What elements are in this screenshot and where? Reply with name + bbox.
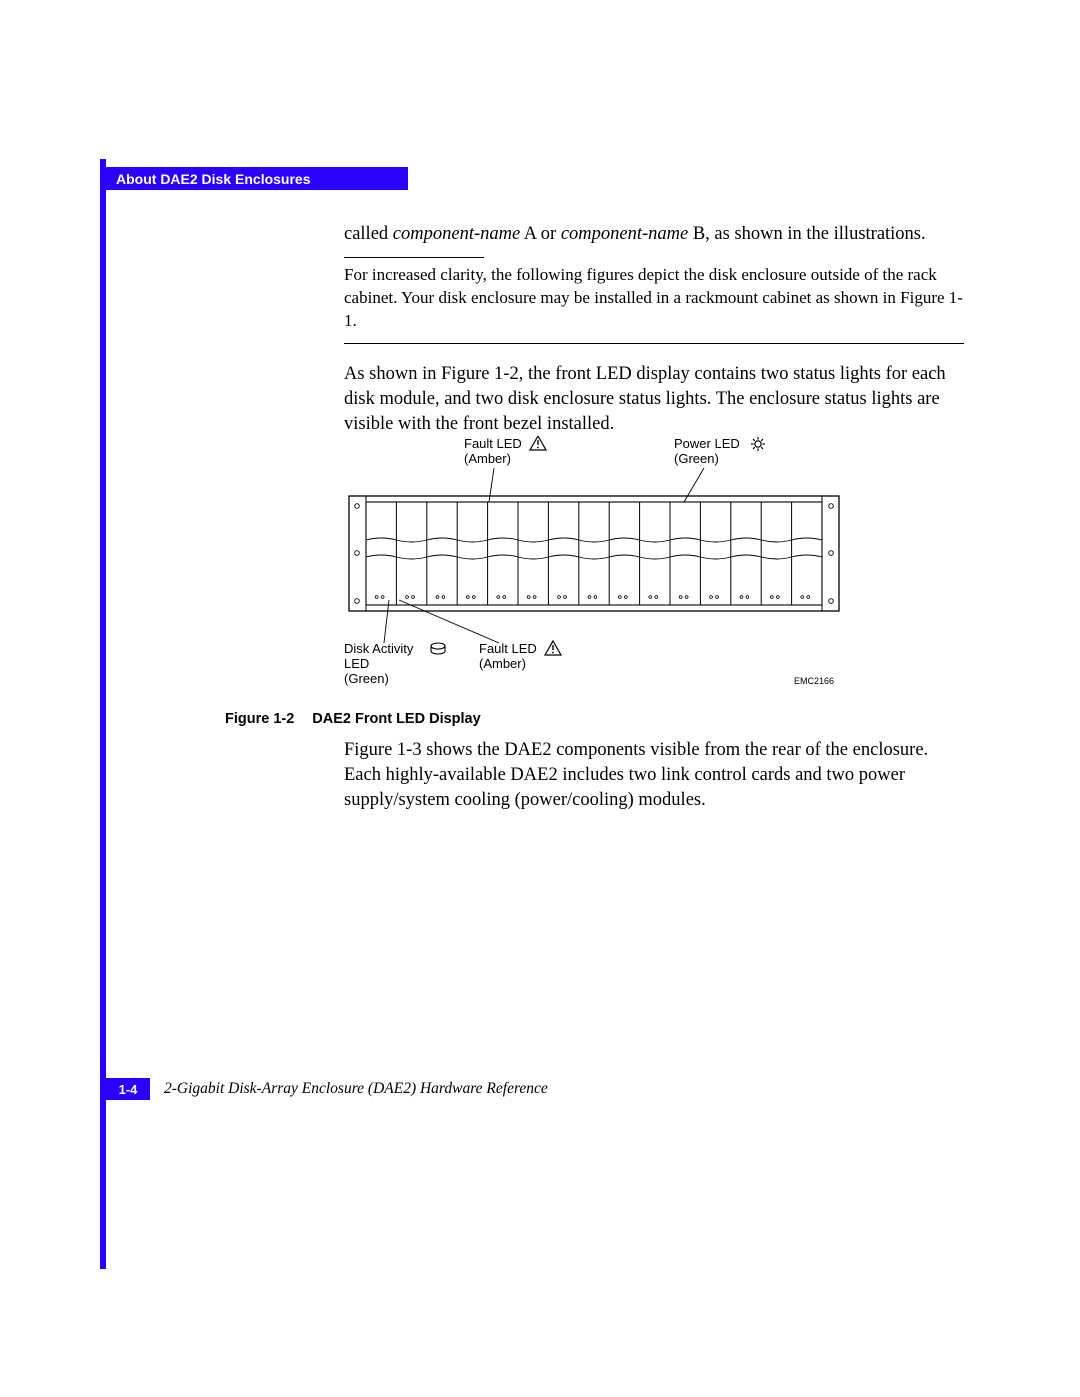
note-paragraph: For increased clarity, the following fig… [344, 264, 964, 333]
svg-text:Fault LED: Fault LED [479, 641, 537, 656]
svg-text:(Amber): (Amber) [464, 451, 511, 466]
svg-text:(Green): (Green) [344, 671, 389, 686]
emphasis: component-name [561, 224, 688, 244]
figure-caption: Figure 1-2 DAE2 Front LED Display [225, 711, 481, 727]
page-footer: 1-4 2-Gigabit Disk-Array Enclosure (DAE2… [106, 1078, 986, 1100]
text: called [344, 224, 393, 244]
svg-text:(Green): (Green) [674, 451, 719, 466]
svg-text:Power LED: Power LED [674, 436, 740, 451]
paragraph-3-wrap: Figure 1-3 shows the DAE2 components vis… [344, 738, 964, 813]
note-rule-bottom [344, 343, 964, 344]
emphasis: component-name [393, 224, 520, 244]
svg-text:(Amber): (Amber) [479, 656, 526, 671]
vertical-rule [100, 159, 106, 1269]
page-number: 1-4 [106, 1078, 150, 1100]
paragraph-2: As shown in Figure 1-2, the front LED di… [344, 362, 964, 437]
caption-title: DAE2 Front LED Display [312, 711, 480, 727]
page: About DAE2 Disk Enclosures called compon… [0, 0, 1080, 1397]
caption-number: Figure 1-2 [225, 711, 294, 727]
svg-text:LED: LED [344, 656, 369, 671]
svg-text:Fault LED: Fault LED [464, 436, 522, 451]
body-text: called component-name A or component-nam… [344, 222, 964, 447]
paragraph-1: called component-name A or component-nam… [344, 222, 964, 247]
text: B, as shown in the illustrations. [688, 224, 925, 244]
figure-1-2: Fault LED(Amber)Power LED(Green)Disk Act… [344, 436, 844, 702]
paragraph-3: Figure 1-3 shows the DAE2 components vis… [344, 738, 964, 813]
footer-title: 2-Gigabit Disk-Array Enclosure (DAE2) Ha… [164, 1080, 548, 1098]
svg-text:EMC2166: EMC2166 [794, 676, 834, 686]
note-rule-top [344, 257, 484, 258]
svg-text:Disk Activity: Disk Activity [344, 641, 414, 656]
section-tab: About DAE2 Disk Enclosures [106, 167, 408, 190]
figure-svg: Fault LED(Amber)Power LED(Green)Disk Act… [344, 436, 844, 702]
text: A or [520, 224, 561, 244]
